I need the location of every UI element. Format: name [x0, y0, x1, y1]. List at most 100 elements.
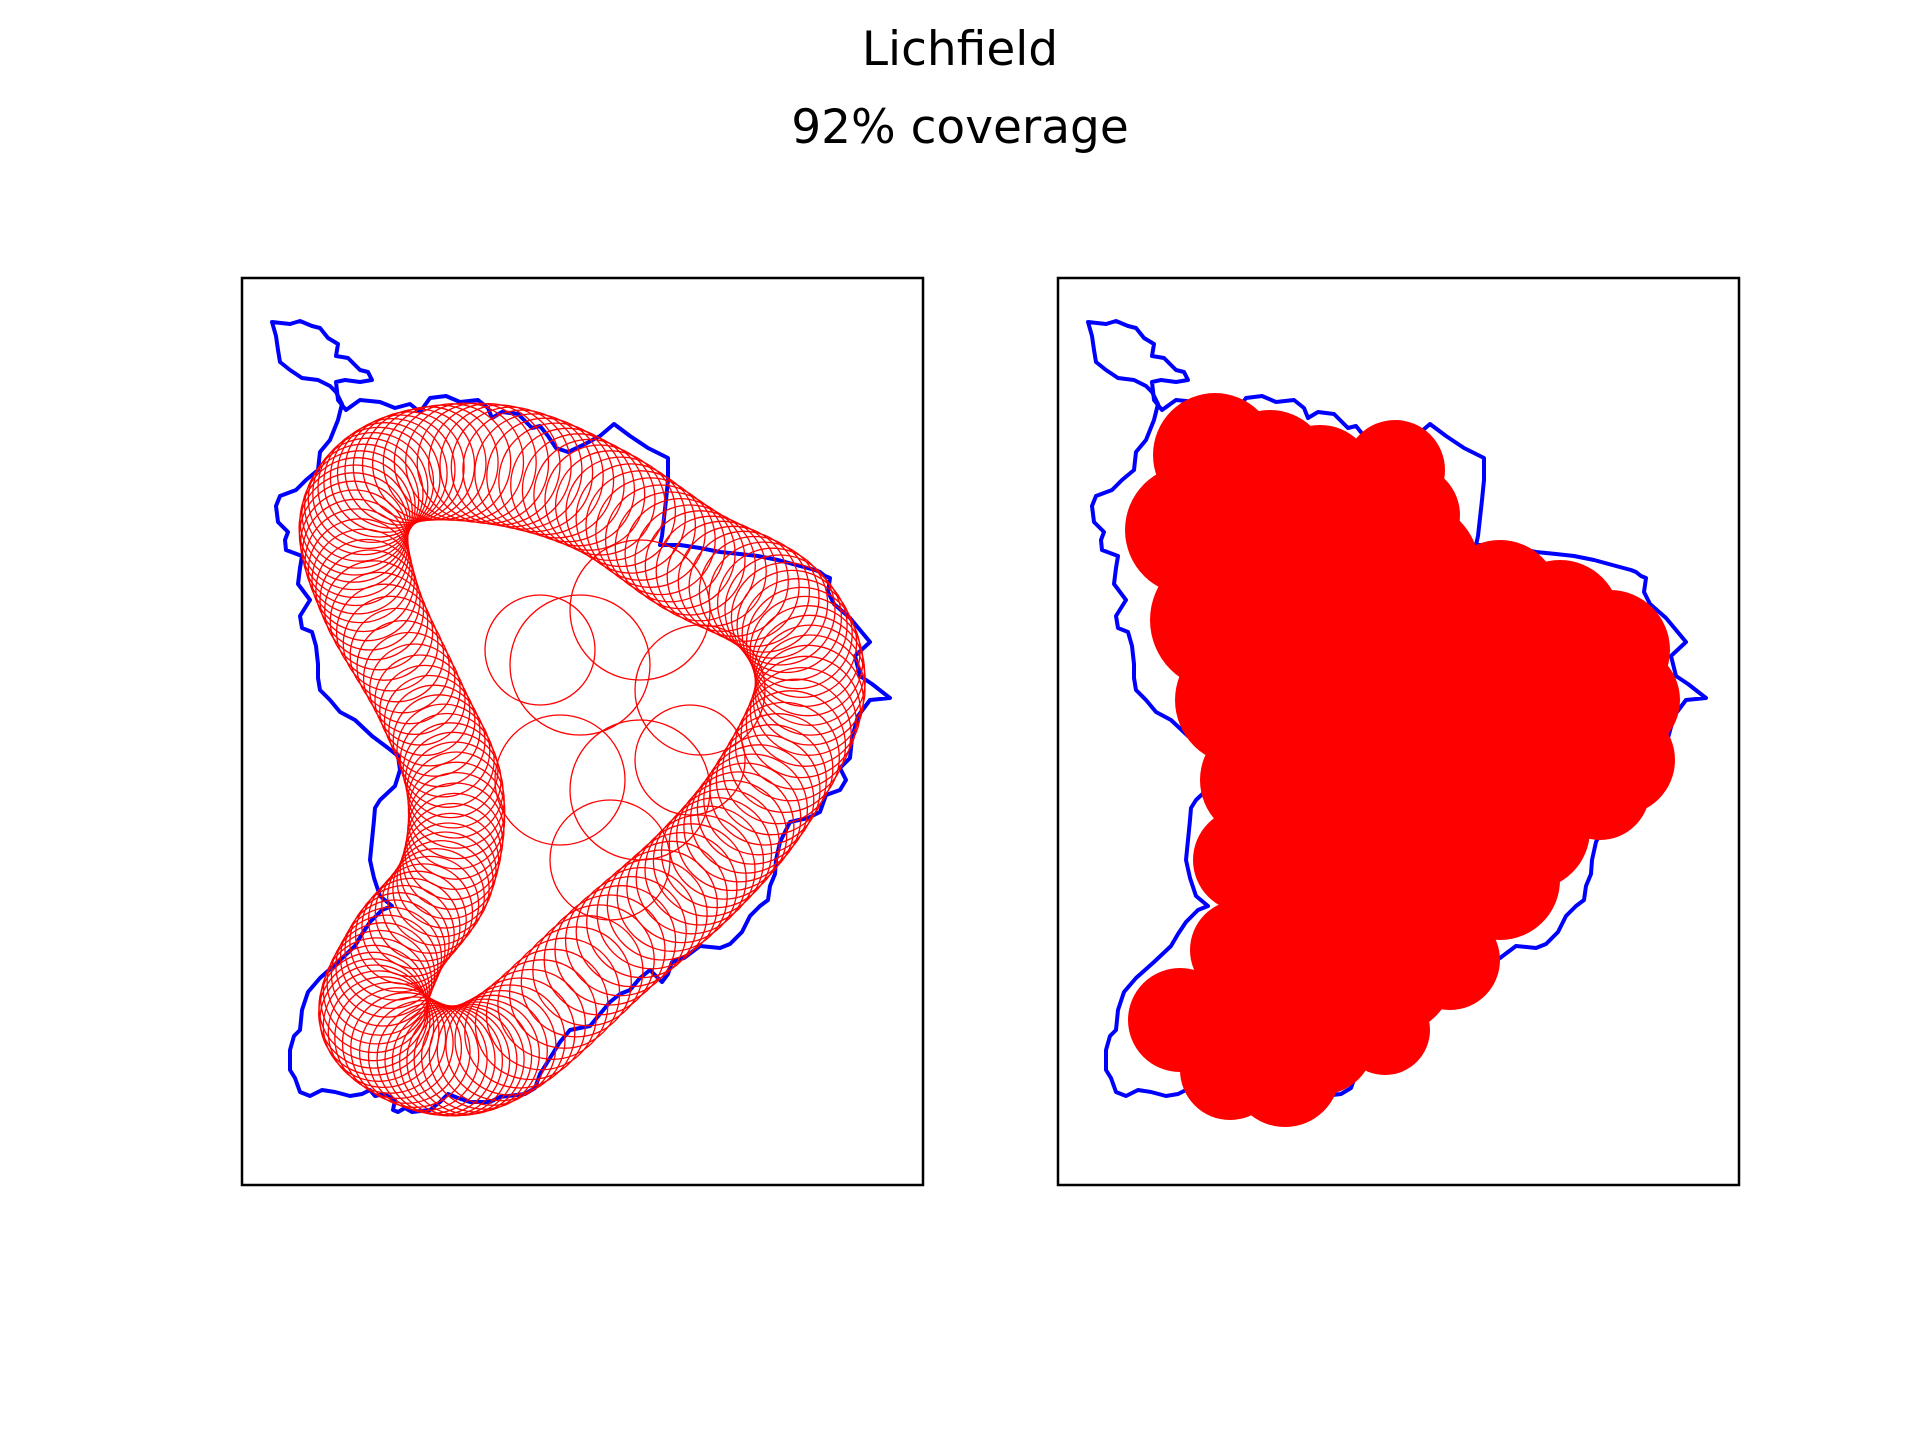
- coverage-circle: [336, 417, 448, 529]
- coverage-circle: [494, 714, 626, 846]
- coverage-circle: [404, 731, 502, 829]
- coverage-circle: [554, 894, 666, 1006]
- coverage-circle: [533, 438, 646, 551]
- panel-circle-outlines: [240, 276, 925, 1187]
- coverage-circle: [741, 578, 853, 690]
- coverage-circle: [586, 866, 698, 979]
- coverage-circle: [724, 554, 836, 666]
- coverage-circle: [462, 409, 583, 530]
- coverage-circle: [319, 549, 421, 651]
- coverage-circle: [301, 457, 413, 569]
- coverage-circle: [399, 822, 497, 920]
- coverage-circle: [644, 814, 756, 926]
- coverage-circle: [634, 624, 766, 756]
- coverage-circle: [666, 520, 778, 632]
- coverage-circle: [335, 914, 439, 1018]
- coverage-circle: [616, 840, 728, 952]
- coverage-circle: [677, 525, 789, 637]
- coverage-circle: [734, 690, 847, 802]
- coverage-circle: [312, 437, 424, 550]
- coverage-circle: [749, 655, 862, 767]
- coverage-circle: [396, 831, 494, 929]
- coverage-circle: [383, 674, 476, 767]
- coverage-circle: [341, 987, 454, 1100]
- coverage-circle: [745, 666, 857, 779]
- coverage-circle: [585, 470, 697, 581]
- coverage-circles-left: [298, 402, 866, 1117]
- coverage-circle: [497, 948, 609, 1060]
- coverage-circle: [485, 959, 598, 1071]
- coverage-circle: [752, 605, 864, 717]
- coverage-circle: [324, 560, 425, 661]
- coverage-circle: [315, 538, 418, 642]
- panel-coverage-union: [1056, 276, 1741, 1187]
- coverage-circle: [644, 510, 756, 622]
- left-axes-frame: [240, 276, 925, 1187]
- coverage-circle: [322, 970, 435, 1082]
- coverage-circle: [374, 654, 466, 746]
- coverage-circle: [407, 771, 506, 870]
- coverage-disk: [1440, 820, 1560, 940]
- coverage-circle: [509, 594, 651, 736]
- coverage-circle: [376, 1002, 488, 1115]
- coverage-circle: [329, 571, 429, 671]
- coverage-disk: [1400, 910, 1500, 1010]
- coverage-circle: [668, 788, 780, 900]
- coverage-circle: [350, 992, 463, 1104]
- coverage-circle: [683, 771, 795, 883]
- coverage-circle: [715, 724, 827, 836]
- coverage-circle: [387, 847, 485, 946]
- coverage-circle: [676, 779, 788, 892]
- coverage-disk: [1340, 985, 1430, 1075]
- coverage-circle: [549, 799, 671, 921]
- coverage-circle: [327, 976, 440, 1089]
- coverage-circle: [722, 713, 834, 825]
- coverage-circle: [369, 643, 461, 736]
- coverage-circle: [396, 703, 491, 798]
- coverage-circle: [381, 855, 480, 954]
- coverage-circle: [635, 823, 747, 935]
- coverage-circle: [344, 899, 446, 1001]
- coverage-circle: [660, 796, 773, 909]
- coverage-circle: [304, 450, 416, 562]
- coverage-circle: [564, 885, 677, 997]
- coverage-circle: [595, 477, 706, 588]
- coverage-circle: [484, 594, 596, 706]
- figure-title: Lichfield: [861, 22, 1059, 77]
- coverage-subtitle: 92% coverage: [791, 100, 1129, 155]
- coverage-circle: [407, 761, 506, 860]
- coverage-circle: [362, 631, 456, 725]
- coverage-circle: [688, 530, 800, 642]
- coverage-circle: [342, 595, 439, 692]
- coverage-circle: [428, 998, 540, 1110]
- coverage-circle: [307, 443, 420, 556]
- coverage-circle: [356, 619, 450, 714]
- coverage-circle: [703, 744, 815, 856]
- coverage-circle: [569, 719, 711, 861]
- coverage-circle: [388, 684, 481, 777]
- coverage-circle: [392, 839, 490, 938]
- coverage-circle: [565, 456, 677, 568]
- coverage-circle: [299, 464, 411, 576]
- coverage-circle: [554, 450, 666, 562]
- coverage-circle: [464, 977, 576, 1089]
- coverage-circle: [445, 989, 557, 1102]
- coverage-circle: [319, 964, 431, 1076]
- coverage-circle: [335, 583, 434, 681]
- coverage-circle: [323, 426, 435, 538]
- coverage-circle: [696, 753, 809, 865]
- coverage-circle: [626, 831, 738, 944]
- coverage-circle: [520, 926, 632, 1038]
- coverage-circle: [349, 892, 450, 993]
- coverage-circle: [326, 929, 433, 1036]
- coverage-circle: [575, 463, 686, 574]
- lichfield-boundary-left: [270, 319, 892, 1114]
- coverage-circle: [311, 528, 416, 633]
- coverage-circle: [728, 701, 840, 814]
- coverage-circle: [614, 491, 726, 603]
- coverage-circle: [474, 413, 594, 533]
- coverage-circle: [569, 539, 711, 681]
- coverage-area-right: [1125, 393, 1680, 1127]
- coverage-circle: [736, 569, 848, 682]
